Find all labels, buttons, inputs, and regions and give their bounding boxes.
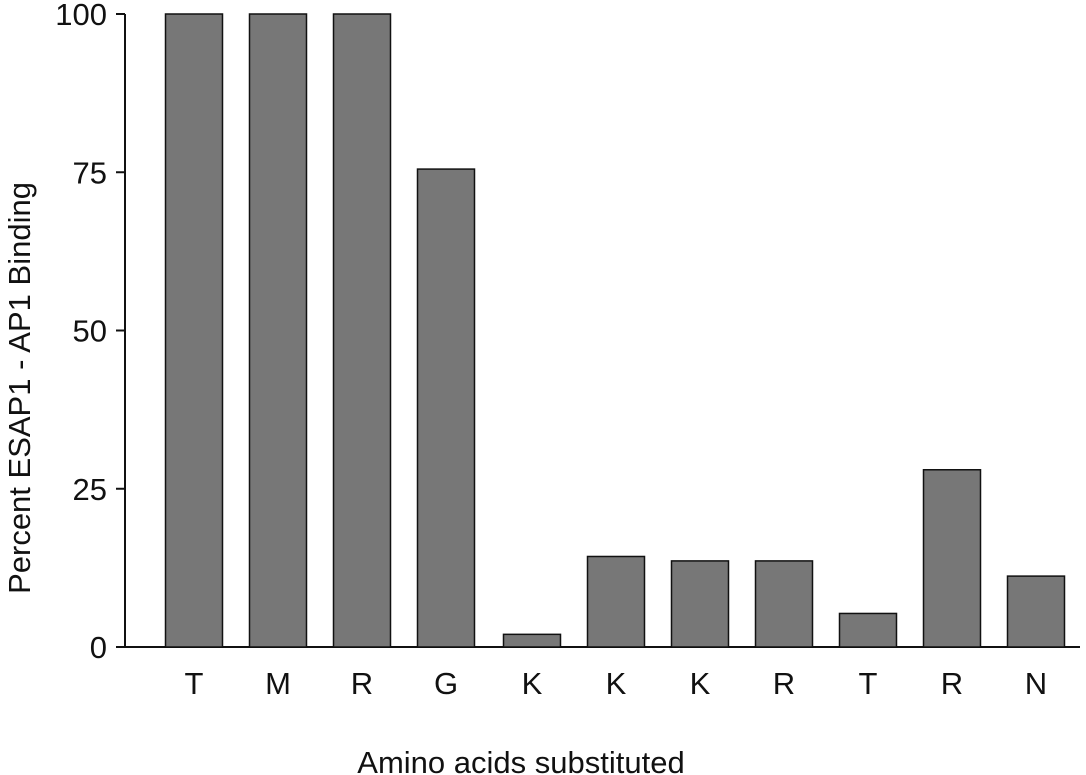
- x-tick-label: N: [1025, 666, 1047, 701]
- bar-6: [670, 560, 730, 648]
- x-tick-label: M: [265, 666, 291, 701]
- bars: [164, 13, 1066, 648]
- x-tick-label: T: [185, 666, 204, 701]
- y-tick-label: 50: [73, 314, 107, 349]
- y-tick-label: 25: [73, 472, 107, 507]
- bar-9: [922, 469, 982, 648]
- x-tick-label: G: [434, 666, 458, 701]
- y-tick-label: 100: [55, 0, 107, 32]
- x-tick-label: K: [690, 666, 711, 701]
- x-axis-title: Amino acids substituted: [357, 745, 684, 775]
- bar-5: [586, 555, 646, 648]
- bar-8: [838, 612, 898, 648]
- y-axis-title: Percent ESAP1 - AP1 Binding: [2, 182, 37, 594]
- bar-3: [416, 168, 476, 648]
- x-tick-label: T: [859, 666, 878, 701]
- y-axis: 0 25 50 75 100: [55, 0, 126, 665]
- bar-1: [248, 13, 308, 648]
- x-tick-label: R: [351, 666, 373, 701]
- bar-10: [1006, 575, 1066, 648]
- y-tick-label: 0: [90, 630, 107, 665]
- bar-2: [332, 13, 392, 648]
- x-tick-label: R: [941, 666, 963, 701]
- x-tick-label: K: [522, 666, 543, 701]
- x-tick-label: K: [606, 666, 627, 701]
- bar-0: [164, 13, 224, 648]
- x-tick-label: R: [773, 666, 795, 701]
- bar-7: [754, 560, 814, 648]
- y-tick-label: 75: [73, 155, 107, 190]
- bar-4: [502, 633, 562, 648]
